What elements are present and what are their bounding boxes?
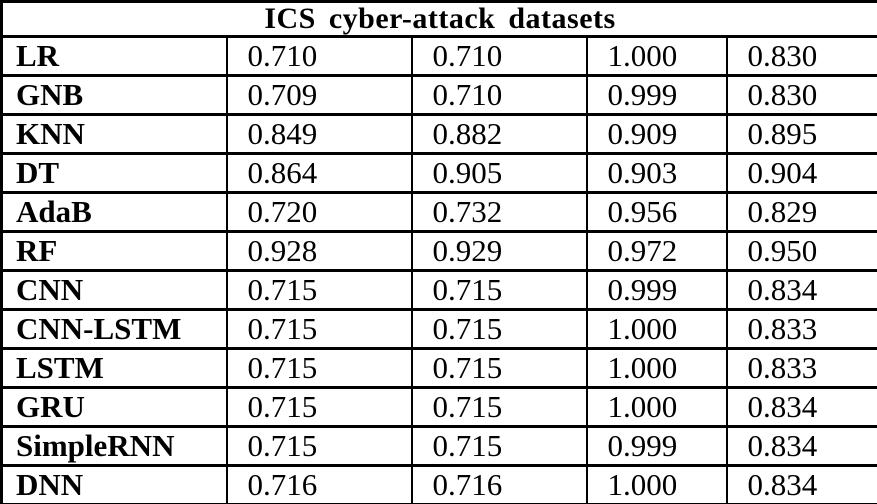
table-row: DNN 0.716 0.716 1.000 0.834 <box>1 464 877 504</box>
metric-cell: 0.720 <box>225 191 412 232</box>
metric-cell: 0.830 <box>725 74 877 115</box>
metric-cell: 0.999 <box>585 425 727 466</box>
table-row: AdaB 0.720 0.732 0.956 0.829 <box>1 191 877 232</box>
metric-cell: 0.710 <box>225 35 412 76</box>
table-title-row: ICS cyber-attack datasets <box>2 2 877 37</box>
model-name-cell: KNN <box>1 113 227 154</box>
table-row: LR 0.710 0.710 1.000 0.830 <box>1 35 877 76</box>
metric-cell: 0.715 <box>410 269 587 310</box>
table-row: GRU 0.715 0.715 1.000 0.834 <box>1 386 877 427</box>
metric-cell: 0.834 <box>725 425 877 466</box>
table-row: SimpleRNN 0.715 0.715 0.999 0.834 <box>1 425 877 466</box>
metric-cell: 0.715 <box>410 347 587 388</box>
metric-cell: 1.000 <box>585 347 727 388</box>
table-row: KNN 0.849 0.882 0.909 0.895 <box>1 113 877 154</box>
table-row: CNN 0.715 0.715 0.999 0.834 <box>1 269 877 310</box>
metric-cell: 1.000 <box>585 464 727 504</box>
metric-cell: 0.830 <box>725 35 877 76</box>
metric-cell: 1.000 <box>585 386 727 427</box>
metric-cell: 0.904 <box>725 152 877 193</box>
table-row: LSTM 0.715 0.715 1.000 0.833 <box>1 347 877 388</box>
metric-cell: 0.909 <box>585 113 727 154</box>
metric-cell: 0.950 <box>725 230 877 271</box>
metric-cell: 0.833 <box>725 308 877 349</box>
model-name-cell: RF <box>1 230 227 271</box>
model-name-cell: DT <box>1 152 227 193</box>
metric-cell: 0.864 <box>225 152 412 193</box>
metric-cell: 0.715 <box>410 308 587 349</box>
metric-cell: 0.715 <box>225 425 412 466</box>
metric-cell: 0.834 <box>725 464 877 504</box>
model-name-cell: GNB <box>1 74 227 115</box>
metric-cell: 0.716 <box>225 464 412 504</box>
metric-cell: 0.928 <box>225 230 412 271</box>
metric-cell: 0.715 <box>225 386 412 427</box>
metric-cell: 0.715 <box>225 269 412 310</box>
metric-cell: 0.715 <box>225 308 412 349</box>
metric-cell: 0.715 <box>225 347 412 388</box>
table-row: GNB 0.709 0.710 0.999 0.830 <box>1 74 877 115</box>
metric-cell: 1.000 <box>585 35 727 76</box>
metric-cell: 0.895 <box>725 113 877 154</box>
metric-cell: 0.833 <box>725 347 877 388</box>
metric-cell: 0.710 <box>410 35 587 76</box>
model-name-cell: GRU <box>1 386 227 427</box>
metric-cell: 0.834 <box>725 386 877 427</box>
metric-cell: 0.709 <box>225 74 412 115</box>
metric-cell: 0.905 <box>410 152 587 193</box>
metric-cell: 0.715 <box>410 386 587 427</box>
metric-cell: 0.716 <box>410 464 587 504</box>
metric-cell: 0.849 <box>225 113 412 154</box>
table-row: DT 0.864 0.905 0.903 0.904 <box>1 152 877 193</box>
metric-cell: 0.829 <box>725 191 877 232</box>
metric-cell: 0.999 <box>585 269 727 310</box>
metric-cell: 1.000 <box>585 308 727 349</box>
metric-cell: 0.882 <box>410 113 587 154</box>
model-name-cell: LR <box>1 35 227 76</box>
metric-cell: 0.903 <box>585 152 727 193</box>
model-name-cell: AdaB <box>1 191 227 232</box>
metric-cell: 0.929 <box>410 230 587 271</box>
metric-cell: 0.710 <box>410 74 587 115</box>
metric-cell: 0.999 <box>585 74 727 115</box>
model-name-cell: CNN-LSTM <box>1 308 227 349</box>
metric-cell: 0.972 <box>585 230 727 271</box>
metric-cell: 0.732 <box>410 191 587 232</box>
metric-cell: 0.715 <box>410 425 587 466</box>
model-name-cell: DNN <box>1 464 227 504</box>
model-name-cell: LSTM <box>1 347 227 388</box>
metric-cell: 0.834 <box>725 269 877 310</box>
metric-cell: 0.956 <box>585 191 727 232</box>
table-title: ICS cyber-attack datasets <box>264 2 616 36</box>
model-name-cell: SimpleRNN <box>1 425 227 466</box>
model-name-cell: CNN <box>1 269 227 310</box>
table-row: CNN-LSTM 0.715 0.715 1.000 0.833 <box>1 308 877 349</box>
table-row: RF 0.928 0.929 0.972 0.950 <box>1 230 877 271</box>
